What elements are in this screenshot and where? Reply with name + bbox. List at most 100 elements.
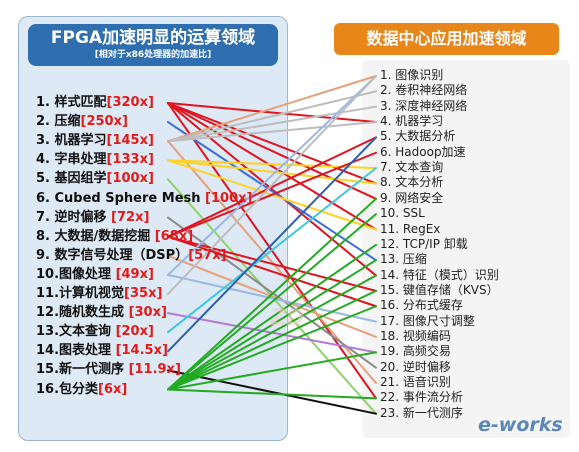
right-item: 19. 高频交易 (380, 344, 451, 359)
connection-line (167, 351, 377, 391)
connection-line (167, 151, 377, 238)
left-item-label: 8. 大数据/数据挖掘 (36, 228, 155, 244)
right-item: 23. 新一代测序 (380, 405, 463, 420)
right-item: 7. 文本查询 (380, 160, 444, 175)
left-item-label: 16.包分类 (36, 381, 99, 397)
left-item-label: 3. 机器学习 (36, 133, 107, 149)
right-item: 4. 机器学习 (380, 114, 444, 129)
left-item: 14.图表处理 [14.5x] (36, 343, 168, 359)
connection-line (167, 388, 377, 400)
left-item: 10.图像处理 [49x] (36, 267, 154, 283)
connection-line (167, 289, 377, 391)
left-item: 9. 数字信号处理（DSP）[57x] (36, 248, 227, 264)
zd-watermark: ZD (270, 306, 305, 331)
left-item: 6. Cubed Sphere Mesh [100x] (36, 191, 252, 207)
right-item: 11. RegEx (380, 221, 441, 236)
left-item: 5. 基因组学[100x] (36, 171, 154, 187)
left-item-label: 1. 样式匹配 (36, 95, 107, 110)
left-item-value: [57x] (188, 247, 227, 263)
right-item: 16. 分布式缓存 (380, 298, 463, 313)
connection-line (167, 159, 377, 185)
right-header: 数据中心应用加速领域 (334, 23, 559, 55)
left-item: 8. 大数据/数据挖掘 [68x] (36, 229, 193, 245)
eworks-logo: e-works (478, 414, 563, 436)
right-item: 12. TCP/IP 卸载 (380, 236, 468, 251)
connection-line (167, 75, 377, 295)
right-item: 5. 大数据分析 (380, 129, 456, 144)
left-item: 15.新一代测序 [11.9x] (36, 362, 181, 378)
left-item-value: [11.9x] (128, 362, 181, 378)
right-item: 3. 深度神经网络 (380, 98, 468, 113)
right-item: 15. 键值存储（KVS） (380, 282, 499, 297)
connection-line (167, 167, 377, 334)
left-item-value: [133x] (106, 152, 154, 168)
connection-line (167, 213, 377, 391)
left-item-value: [68x] (154, 228, 194, 244)
connection-line (167, 369, 377, 415)
right-item: 13. 压缩 (380, 252, 427, 267)
left-item-label: 14.图表处理 (36, 343, 116, 359)
left-item-label: 13.文本查询 (36, 324, 116, 340)
right-item: 22. 事件流分析 (380, 390, 463, 405)
left-item-label: 2. 压缩 (36, 114, 81, 130)
left-item: 13.文本查询 [20x] (36, 324, 154, 340)
left-item-label: 7. 逆时偏移 (36, 209, 112, 225)
connection-line (167, 102, 377, 277)
right-item: 9. 网络安全 (380, 190, 444, 205)
connection-line (167, 259, 377, 391)
right-item: 6. Hadoop加速 (380, 144, 466, 159)
connection-line (167, 136, 377, 238)
left-item-value: [49x] (115, 266, 154, 282)
right-item: 20. 逆时偏移 (380, 359, 451, 374)
left-item-value: [100x] (106, 171, 154, 187)
connection-line (167, 102, 377, 231)
connection-line (167, 274, 377, 391)
left-item: 2. 压缩[250x] (36, 114, 128, 130)
right-item: 10. SSL (380, 206, 425, 221)
left-item-label: 15.新一代测序 (36, 362, 129, 378)
right-item: 2. 卷积神经网络 (380, 83, 468, 98)
connection-line (167, 305, 377, 391)
left-item-value: [250x] (80, 114, 128, 130)
left-item: 3. 机器学习[145x] (36, 133, 154, 149)
left-item-value: [72x] (111, 209, 150, 225)
left-item-label: 12.随机数生成 (36, 305, 129, 321)
left-item-value: [320x] (106, 95, 154, 110)
left-item: 12.随机数生成 [30x] (36, 305, 167, 321)
right-item: 18. 视频编码 (380, 328, 451, 343)
left-item-label: 6. Cubed Sphere Mesh (36, 190, 206, 206)
left-item-value: [30x] (128, 305, 167, 321)
connection-line (167, 102, 377, 200)
connection-line (167, 136, 377, 353)
connection-line (167, 273, 377, 323)
right-item: 8. 文本分析 (380, 175, 444, 190)
left-item-label: 5. 基因组学 (36, 171, 107, 187)
left-item-value: [100x] (205, 190, 253, 206)
connection-line (167, 121, 377, 143)
left-title: FPGA加速明显的运算领域 (50, 28, 256, 48)
connection-line (167, 197, 377, 391)
left-item: 4. 字串处理[133x] (36, 152, 154, 168)
right-item: 14. 特征（模式）识别 (380, 267, 499, 282)
connection-line (167, 102, 377, 124)
connection-line (167, 102, 377, 185)
right-item: 17. 图像尺寸调整 (380, 313, 475, 328)
connection-line (167, 75, 377, 143)
connection-line (167, 254, 377, 338)
right-item: 1. 图像识别 (380, 68, 444, 82)
left-item-value: [20x] (115, 324, 154, 340)
left-item-label: 9. 数字信号处理（DSP） (36, 247, 189, 263)
left-item-value: [14.5x] (115, 343, 168, 359)
left-item: 1. 样式匹配[320x] (36, 95, 154, 111)
left-item-value: [35x] (124, 286, 163, 301)
left-header: FPGA加速明显的运算领域 [相对于x86处理器的加速比] (28, 24, 278, 66)
connection-line (167, 243, 377, 391)
left-item: 7. 逆时偏移 [72x] (36, 210, 149, 226)
connection-line (167, 90, 377, 143)
right-panel (362, 60, 570, 438)
left-item: 11.计算机视觉[35x] (36, 286, 162, 302)
connection-line (167, 75, 377, 276)
left-item-label: 4. 字串处理 (36, 152, 107, 168)
connection-line (167, 121, 377, 262)
